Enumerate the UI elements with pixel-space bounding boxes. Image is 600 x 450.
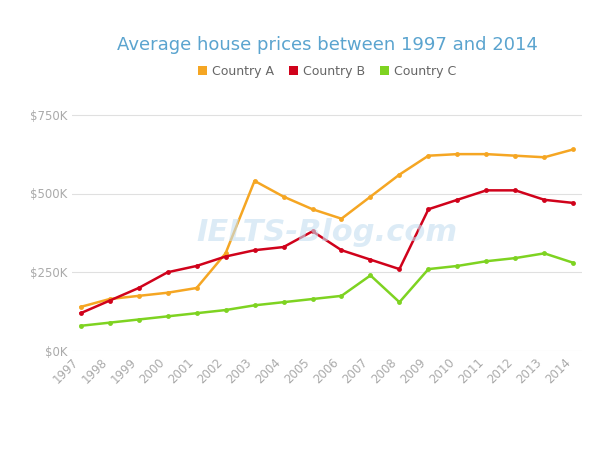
Country A	[570, 147, 577, 152]
Country C	[454, 263, 461, 269]
Title: Average house prices between 1997 and 2014: Average house prices between 1997 and 20…	[116, 36, 538, 54]
Country B	[309, 229, 316, 234]
Country A	[135, 293, 142, 299]
Country A	[164, 290, 171, 296]
Country A	[77, 304, 84, 310]
Country B	[338, 248, 345, 253]
Country C	[135, 317, 142, 322]
Line: Country B: Country B	[78, 188, 576, 315]
Country C	[512, 256, 519, 261]
Country A	[106, 297, 113, 302]
Country B	[367, 257, 374, 262]
Country C	[425, 266, 432, 272]
Country B	[570, 200, 577, 206]
Country C	[251, 303, 258, 308]
Country B	[280, 244, 287, 250]
Country C	[541, 251, 548, 256]
Country A	[280, 194, 287, 199]
Country A	[309, 207, 316, 212]
Country B	[77, 310, 84, 316]
Country A	[483, 151, 490, 157]
Text: IELTS-Blog.com: IELTS-Blog.com	[196, 218, 458, 247]
Country C	[222, 307, 229, 313]
Country B	[164, 270, 171, 275]
Country B	[396, 266, 403, 272]
Country B	[193, 263, 200, 269]
Country A	[367, 194, 374, 199]
Country B	[222, 254, 229, 259]
Country C	[106, 320, 113, 325]
Country B	[541, 197, 548, 202]
Country A	[512, 153, 519, 158]
Country B	[454, 197, 461, 202]
Country C	[570, 260, 577, 265]
Country A	[251, 178, 258, 184]
Country A	[193, 285, 200, 291]
Country A	[396, 172, 403, 177]
Country B	[135, 285, 142, 291]
Country C	[164, 314, 171, 319]
Country B	[512, 188, 519, 193]
Country A	[338, 216, 345, 221]
Country C	[309, 297, 316, 302]
Country A	[454, 151, 461, 157]
Line: Country A: Country A	[78, 147, 576, 309]
Country C	[367, 273, 374, 278]
Country B	[483, 188, 490, 193]
Line: Country C: Country C	[78, 251, 576, 328]
Country C	[338, 293, 345, 299]
Country A	[425, 153, 432, 158]
Country B	[106, 298, 113, 303]
Country C	[280, 300, 287, 305]
Country A	[222, 251, 229, 256]
Country B	[251, 248, 258, 253]
Country C	[483, 258, 490, 264]
Country C	[77, 323, 84, 328]
Country B	[425, 207, 432, 212]
Legend: Country A, Country B, Country C: Country A, Country B, Country C	[198, 65, 456, 78]
Country A	[541, 155, 548, 160]
Country C	[396, 300, 403, 305]
Country C	[193, 310, 200, 316]
